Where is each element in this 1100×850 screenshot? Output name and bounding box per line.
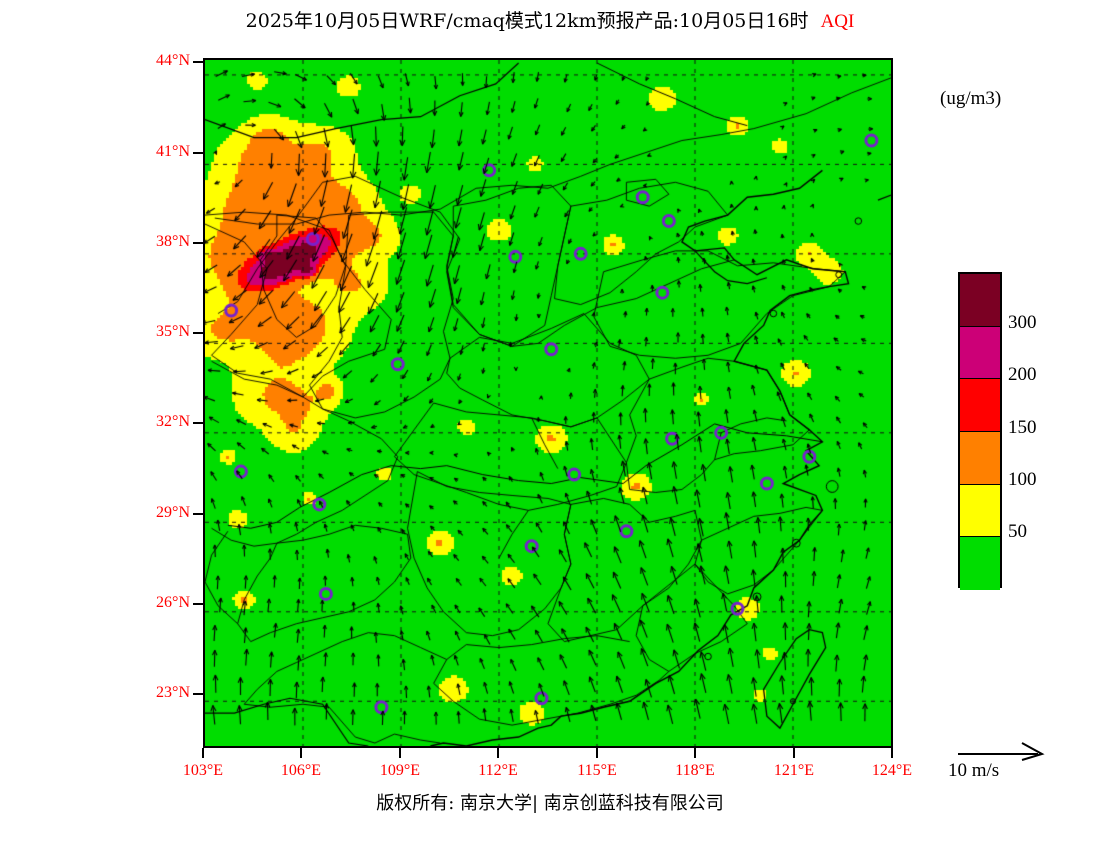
y-axis-tick [193,332,203,334]
x-axis-label: 109°E [379,762,421,779]
colorbar [958,272,1002,590]
y-axis-label: 32°N [156,413,190,430]
x-axis-label: 118°E [675,762,715,779]
x-axis-label: 124°E [871,762,913,779]
y-axis-label: 38°N [156,233,190,250]
y-axis-tick [193,152,203,154]
y-axis-label: 41°N [156,143,190,160]
y-axis-label: 29°N [156,504,190,521]
y-axis-tick [193,513,203,515]
y-axis-label: 23°N [156,684,190,701]
wind-scale-arrow-icon [952,736,1092,788]
y-axis-label: 35°N [156,323,190,340]
wind-scale-label: 10 m/s [948,760,1000,781]
colorbar-segment [960,379,1000,432]
y-axis-tick [193,61,203,63]
y-axis-tick [193,693,203,695]
y-axis-tick [193,242,203,244]
colorbar-unit-label: (ug/m3) [940,88,1002,109]
x-axis-label: 115°E [577,762,617,779]
x-axis-tick [202,748,204,758]
colorbar-tick-label: 200 [1008,364,1037,385]
y-axis-label: 26°N [156,594,190,611]
colorbar-segment [960,326,1000,380]
y-axis-label: 44°N [156,52,190,69]
colorbar-segment [960,274,1000,327]
title-variable: AQI [820,11,855,32]
x-axis-tick [399,748,401,758]
aqi-contour-canvas [205,60,891,746]
x-axis-tick [596,748,598,758]
title-text: 2025年10月05日WRF/cmaq模式12km预报产品:10月05日16时 [245,10,809,32]
x-axis-label: 121°E [773,762,815,779]
x-axis-tick [300,748,302,758]
x-axis-tick [694,748,696,758]
colorbar-tick-label: 300 [1008,312,1037,333]
map-plot-area[interactable] [203,58,893,748]
y-axis-tick [193,422,203,424]
colorbar-segment [960,431,1000,485]
colorbar-tick-label: 50 [1008,521,1027,542]
colorbar-tick-label: 150 [1008,417,1037,438]
y-axis-tick [193,603,203,605]
page-title: 2025年10月05日WRF/cmaq模式12km预报产品:10月05日16时 A… [0,6,1100,33]
x-axis-label: 112°E [478,762,518,779]
colorbar-tick-label: 100 [1008,469,1037,490]
x-axis-label: 106°E [280,762,322,779]
colorbar-segment [960,537,1000,590]
x-axis-label: 103°E [182,762,224,779]
x-axis-tick [793,748,795,758]
x-axis-tick [497,748,499,758]
colorbar-segment [960,484,1000,538]
x-axis-tick [891,748,893,758]
copyright-footer: 版权所有: 南京大学| 南京创蓝科技有限公司 [376,793,724,814]
